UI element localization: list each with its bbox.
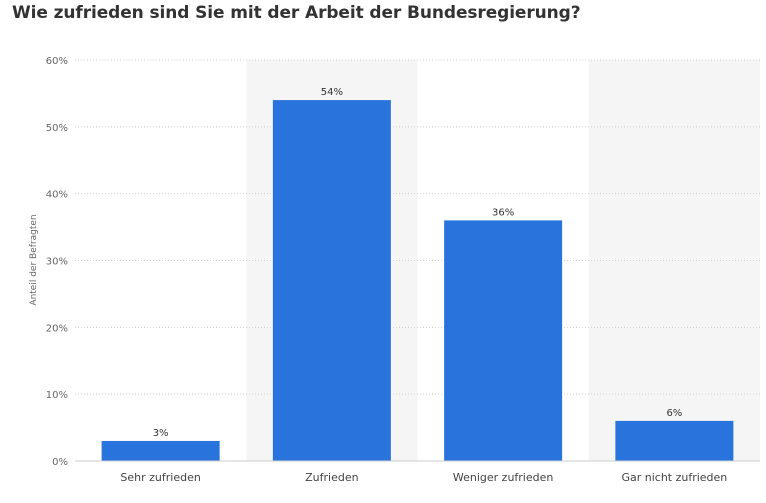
x-axis-categories: Sehr zufrieden Zufrieden Weniger zufrieden…: [120, 471, 727, 484]
y-tick-label: 0%: [52, 457, 68, 468]
bar: [272, 100, 391, 461]
bar: [444, 220, 563, 461]
data-labels: 3% 54% 36% 6%: [153, 87, 683, 439]
bars: [101, 100, 734, 461]
x-category-label: Zufrieden: [305, 471, 358, 484]
y-axis-ticks: 0% 10% 20% 30% 40% 50% 60%: [46, 56, 68, 468]
data-label: 6%: [666, 408, 682, 419]
y-tick-label: 40%: [46, 190, 68, 201]
data-label: 54%: [321, 87, 343, 98]
y-axis-label: Anteil der Befragten: [29, 214, 39, 305]
y-tick-label: 50%: [46, 123, 68, 134]
x-category-label: Weniger zufrieden: [453, 471, 554, 484]
column-band: [588, 60, 760, 461]
y-tick-label: 10%: [46, 390, 68, 401]
gridlines: [75, 59, 760, 395]
x-category-label: Sehr zufrieden: [120, 471, 200, 484]
y-tick-label: 20%: [46, 323, 68, 334]
bar: [615, 420, 734, 461]
x-category-label: Gar nicht zufrieden: [621, 471, 727, 484]
chart-title: Wie zufrieden sind Sie mit der Arbeit de…: [12, 3, 581, 23]
y-tick-label: 30%: [46, 257, 68, 268]
bar: [101, 440, 220, 461]
y-tick-label: 60%: [46, 56, 68, 67]
data-label: 3%: [153, 428, 169, 439]
data-label: 36%: [492, 207, 514, 218]
